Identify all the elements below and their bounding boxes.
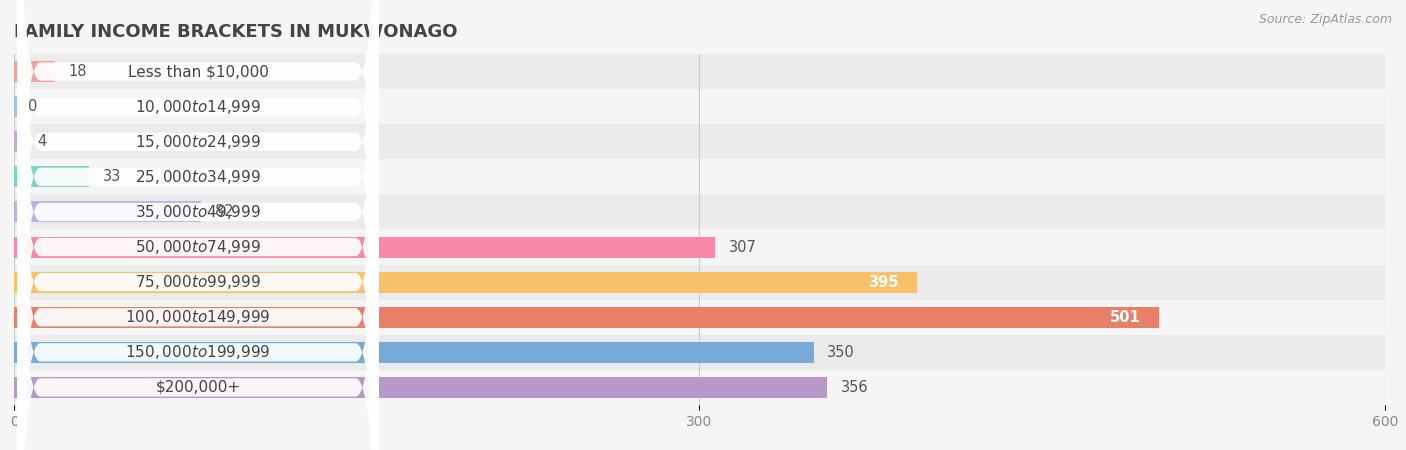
Bar <box>14 335 1385 370</box>
Bar <box>14 272 917 292</box>
FancyBboxPatch shape <box>17 0 378 450</box>
FancyBboxPatch shape <box>17 0 378 450</box>
Text: 395: 395 <box>868 274 898 290</box>
Bar <box>14 300 1385 335</box>
Bar <box>14 96 21 117</box>
Text: $150,000 to $199,999: $150,000 to $199,999 <box>125 343 270 361</box>
Bar <box>14 131 22 152</box>
Bar <box>14 202 201 222</box>
FancyBboxPatch shape <box>17 0 378 450</box>
Text: $15,000 to $24,999: $15,000 to $24,999 <box>135 133 262 151</box>
FancyBboxPatch shape <box>17 0 378 449</box>
Bar <box>14 159 1385 194</box>
FancyBboxPatch shape <box>17 0 378 414</box>
Bar <box>14 61 55 82</box>
Text: $200,000+: $200,000+ <box>156 380 240 395</box>
Text: FAMILY INCOME BRACKETS IN MUKWONAGO: FAMILY INCOME BRACKETS IN MUKWONAGO <box>14 23 457 41</box>
FancyBboxPatch shape <box>17 0 378 450</box>
Bar <box>14 237 716 257</box>
Bar <box>14 230 1385 265</box>
Bar <box>14 370 1385 405</box>
Text: 18: 18 <box>69 64 87 79</box>
Bar <box>14 265 1385 300</box>
Text: 501: 501 <box>1109 310 1140 325</box>
Text: 33: 33 <box>103 169 121 184</box>
FancyBboxPatch shape <box>17 10 378 450</box>
Bar <box>14 307 1159 328</box>
Text: $100,000 to $149,999: $100,000 to $149,999 <box>125 308 270 326</box>
Text: 356: 356 <box>841 380 869 395</box>
Bar <box>14 377 827 398</box>
Text: $10,000 to $14,999: $10,000 to $14,999 <box>135 98 262 116</box>
Bar <box>14 124 1385 159</box>
Text: 0: 0 <box>28 99 37 114</box>
Text: $25,000 to $34,999: $25,000 to $34,999 <box>135 168 262 186</box>
Text: 307: 307 <box>730 239 756 255</box>
FancyBboxPatch shape <box>17 0 378 450</box>
Text: 4: 4 <box>37 134 46 149</box>
Text: Source: ZipAtlas.com: Source: ZipAtlas.com <box>1258 14 1392 27</box>
Bar <box>14 89 1385 124</box>
Bar <box>14 166 90 187</box>
Text: Less than $10,000: Less than $10,000 <box>128 64 269 79</box>
Bar <box>14 194 1385 230</box>
Text: $35,000 to $49,999: $35,000 to $49,999 <box>135 203 262 221</box>
FancyBboxPatch shape <box>17 0 378 450</box>
Bar <box>14 54 1385 89</box>
Text: 82: 82 <box>215 204 233 220</box>
Text: $75,000 to $99,999: $75,000 to $99,999 <box>135 273 262 291</box>
Text: $50,000 to $74,999: $50,000 to $74,999 <box>135 238 262 256</box>
Bar <box>14 342 814 363</box>
FancyBboxPatch shape <box>17 45 378 450</box>
Text: 350: 350 <box>827 345 855 360</box>
